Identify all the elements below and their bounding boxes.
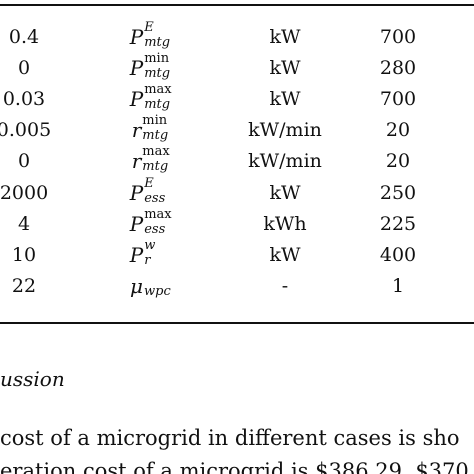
symbol-subscript: mtg	[144, 66, 171, 82]
body-text-line-1: cost of a microgrid in different cases i…	[0, 426, 460, 450]
symbol-superscript: max	[144, 206, 172, 222]
cell-unit: kW	[269, 57, 301, 80]
section-heading: ussion	[0, 367, 65, 391]
table-top-rule	[0, 4, 474, 6]
symbol-subscript: mtg	[142, 128, 169, 144]
table-bottom-rule	[0, 322, 474, 324]
symbol-subscript: ess	[144, 190, 166, 206]
cell-unit: kWh	[263, 212, 307, 235]
cell-coefficient: 0	[17, 150, 31, 173]
cell-coefficient: 0.03	[2, 88, 46, 111]
symbol-scripts: wpc	[144, 271, 178, 302]
symbol-subscript: wpc	[144, 283, 171, 299]
body-text-line-2: eration cost of a microgrid is $386.29, …	[0, 459, 469, 474]
symbol-base: P	[129, 242, 144, 267]
cell-parameter-symbol: r max mtg	[131, 144, 177, 177]
symbol-scripts: max mtg	[144, 82, 178, 115]
symbol-subscript: ess	[144, 221, 166, 237]
symbol-base: r	[131, 149, 142, 174]
symbol-scripts: min mtg	[144, 51, 178, 84]
cell-value: 280	[379, 57, 417, 80]
table-row: 0 r max mtg kW/min 20	[0, 144, 474, 177]
cell-value: 250	[379, 181, 417, 204]
cell-unit: kW	[269, 181, 301, 204]
symbol-base: P	[129, 25, 144, 49]
symbol-superscript: E	[144, 20, 154, 35]
cell-coefficient: 10	[11, 243, 37, 266]
cell-parameter-symbol: r min mtg	[131, 113, 177, 146]
cell-unit: -	[281, 274, 289, 297]
symbol-superscript: max	[144, 82, 172, 98]
symbol-base: P	[129, 211, 144, 236]
cell-parameter-symbol: μ wpc	[130, 271, 178, 302]
cell-unit: kW	[269, 26, 301, 48]
cell-coefficient: 22	[11, 274, 37, 297]
cell-unit: kW/min	[248, 119, 322, 142]
cell-coefficient: 0.005	[0, 119, 52, 142]
symbol-scripts: max mtg	[142, 144, 176, 177]
symbol-scripts: max ess	[144, 206, 178, 240]
symbol-subscript: r	[144, 252, 151, 268]
symbol-base: P	[129, 180, 144, 205]
cell-coefficient: 2000	[0, 181, 49, 204]
symbol-base: P	[129, 87, 144, 112]
symbol-base: μ	[130, 273, 143, 298]
symbol-base: r	[131, 118, 142, 143]
cell-coefficient: 4	[17, 212, 31, 235]
symbol-base: P	[129, 56, 144, 81]
symbol-subscript: mtg	[144, 97, 171, 113]
cell-coefficient: 0.4	[8, 26, 40, 48]
symbol-superscript: E	[144, 175, 154, 191]
cell-value: 20	[385, 150, 411, 173]
symbol-superscript: min	[144, 51, 170, 67]
symbol-subscript: mtg	[142, 159, 169, 175]
cell-coefficient: 0	[17, 57, 31, 80]
cell-value: 20	[385, 119, 411, 142]
cell-unit: kW/min	[248, 150, 322, 173]
cell-value: 1	[391, 274, 405, 297]
cell-value: 225	[379, 212, 417, 235]
cell-value: 400	[379, 243, 417, 266]
symbol-scripts: min mtg	[142, 113, 176, 146]
cell-unit: kW	[269, 88, 301, 111]
table-row: 22 μ wpc - 1	[0, 271, 474, 302]
symbol-superscript: w	[144, 237, 156, 253]
symbol-subscript: mtg	[144, 35, 171, 50]
cell-value: 700	[379, 88, 417, 111]
cell-value: 700	[379, 26, 417, 48]
symbol-superscript: max	[142, 144, 170, 160]
table-row: 0.005 r min mtg kW/min 20	[0, 113, 474, 146]
cell-unit: kW	[269, 243, 301, 266]
symbol-superscript: min	[142, 113, 168, 129]
